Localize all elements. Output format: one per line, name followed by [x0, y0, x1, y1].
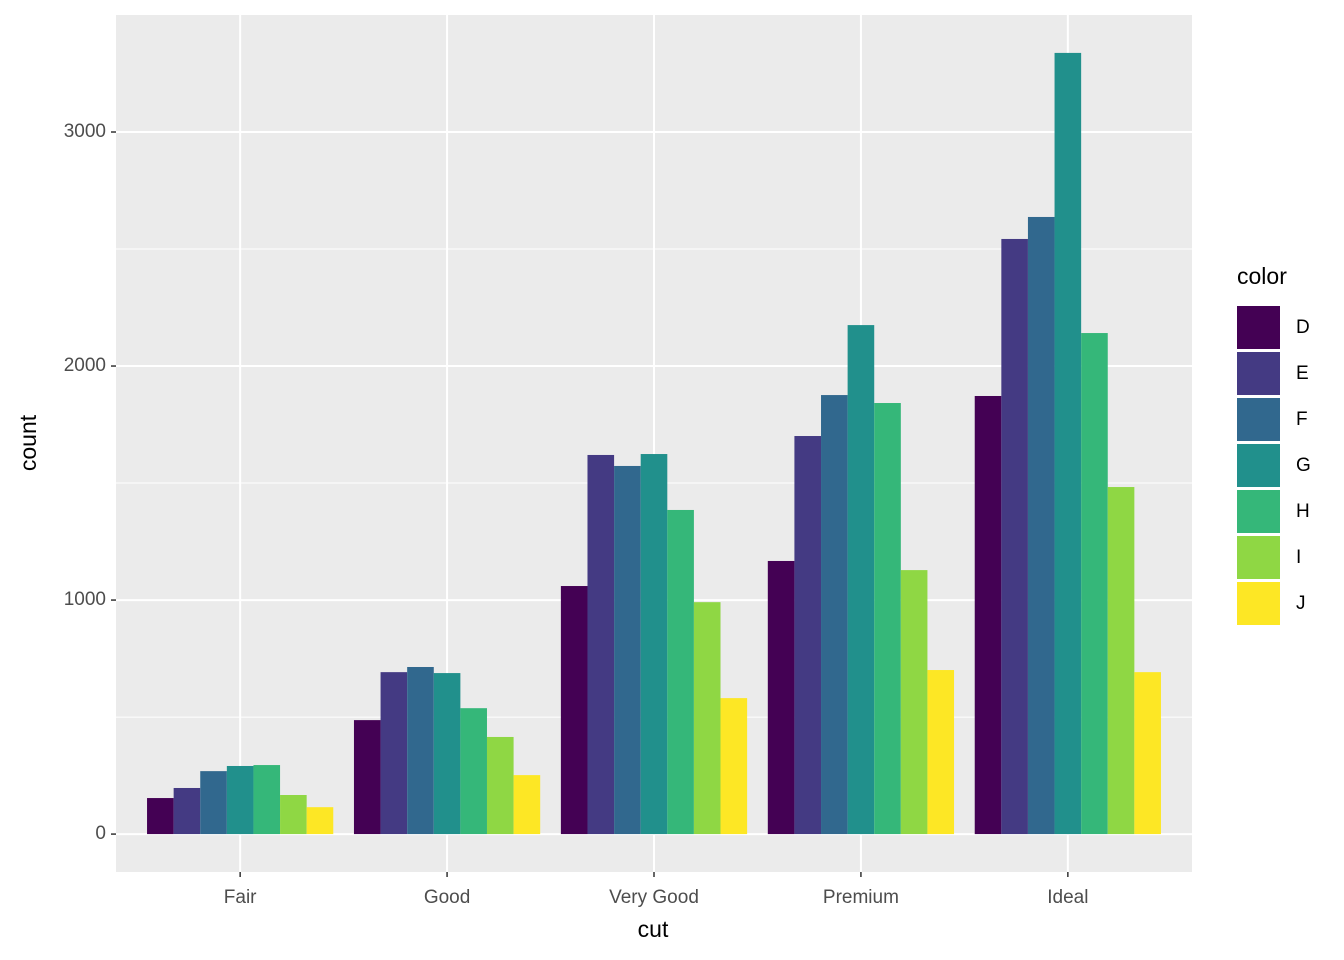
y-axis-title: count	[15, 414, 41, 471]
bar	[1107, 487, 1135, 835]
legend-label: I	[1296, 547, 1301, 568]
x-tick-label: Fair	[224, 887, 257, 908]
bar	[667, 509, 694, 835]
bar	[693, 602, 721, 835]
bars	[147, 52, 1161, 835]
legend-key	[1237, 444, 1280, 487]
legend-label: D	[1296, 317, 1310, 338]
bar	[1001, 238, 1028, 835]
bar	[720, 698, 748, 835]
y-tick-label: 2000	[64, 355, 106, 376]
legend: D E F G H I J	[1237, 306, 1311, 625]
bar	[560, 586, 588, 835]
bar	[226, 765, 254, 835]
legend-title: color	[1237, 263, 1287, 289]
bar	[407, 666, 434, 835]
bar	[280, 795, 307, 835]
x-tick-label: Very Good	[609, 887, 699, 908]
bar	[1134, 672, 1161, 835]
legend-key	[1237, 306, 1280, 349]
legend-label: E	[1296, 363, 1309, 384]
legend-label: F	[1296, 409, 1308, 430]
x-tick-label: Good	[424, 887, 470, 908]
bar	[587, 454, 615, 835]
bar	[614, 465, 641, 835]
bar	[353, 720, 381, 835]
bar	[640, 454, 668, 835]
bar	[874, 403, 901, 835]
bar	[794, 436, 822, 835]
y-tick-label: 3000	[64, 121, 106, 142]
bar	[821, 395, 848, 835]
x-tick-label: Ideal	[1047, 887, 1088, 908]
x-axis-title: cut	[638, 916, 669, 942]
bar	[1054, 52, 1082, 835]
bar	[460, 708, 487, 835]
legend-key	[1237, 398, 1280, 441]
bar	[306, 807, 334, 835]
bar	[513, 775, 541, 835]
legend-label: H	[1296, 501, 1310, 522]
legend-key	[1237, 352, 1280, 395]
y-tick-label: 1000	[64, 589, 106, 610]
bar	[486, 736, 514, 835]
bar	[900, 570, 928, 835]
legend-key	[1237, 536, 1280, 579]
bar	[253, 765, 281, 835]
bar	[847, 325, 875, 835]
x-tick-label: Premium	[823, 887, 899, 908]
legend-key	[1237, 490, 1280, 533]
bar	[200, 771, 227, 835]
bar	[380, 672, 408, 835]
legend-label: J	[1296, 593, 1306, 614]
bar	[173, 787, 201, 835]
bar	[767, 560, 795, 835]
bar	[927, 670, 955, 835]
axes: 0 1000 2000 3000 Fair Good Very Good Premium Ide…	[64, 121, 1089, 908]
bar	[974, 395, 1002, 835]
bar	[147, 798, 174, 835]
legend-label: G	[1296, 455, 1311, 476]
y-tick-label: 0	[95, 823, 106, 844]
bar	[433, 673, 461, 835]
legend-key	[1237, 582, 1280, 625]
bar	[1027, 216, 1055, 835]
bar	[1081, 333, 1108, 835]
